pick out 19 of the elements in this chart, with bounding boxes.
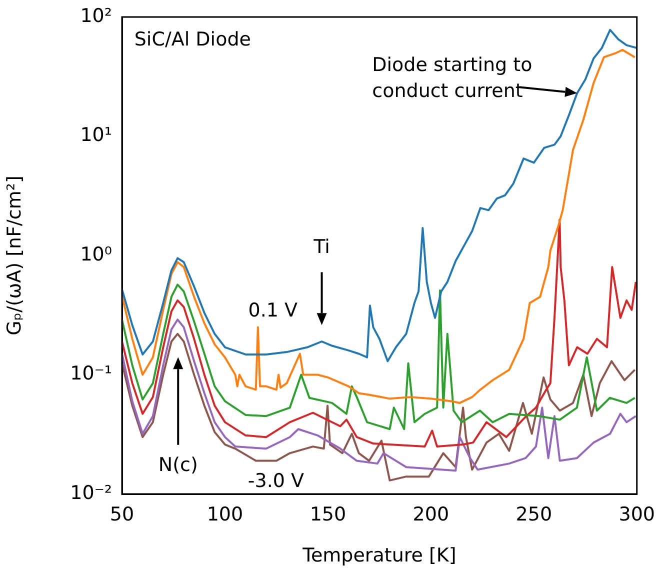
y-tick-label: 10⁰ [80,243,112,266]
x-tick-label: 100 [206,503,244,526]
x-axis-title: Temperature [K] [302,544,456,567]
annotation: 0.1 V [248,300,298,322]
x-tick-label: 300 [618,503,655,526]
annotation: Diode starting to conduct current [372,54,532,102]
y-axis-title: Gₚ/(ωA) [nF/cm²] [3,176,26,336]
x-tick-label: 150 [310,503,346,526]
annotation: -3.0 V [248,470,304,492]
y-tick-label: 10⁻¹ [70,362,112,385]
y-tick-label: 10² [80,4,112,27]
annotation: Ti [312,236,330,258]
x-tick-label: 250 [516,503,552,526]
x-tick-label: 200 [412,503,450,526]
annotation: N(c) [158,454,198,476]
y-tick-label: 10⁻² [70,482,112,504]
y-tick-label: 10¹ [80,124,112,146]
annotation: SiC/Al Diode [134,28,251,51]
x-tick-label: 50 [110,503,134,526]
